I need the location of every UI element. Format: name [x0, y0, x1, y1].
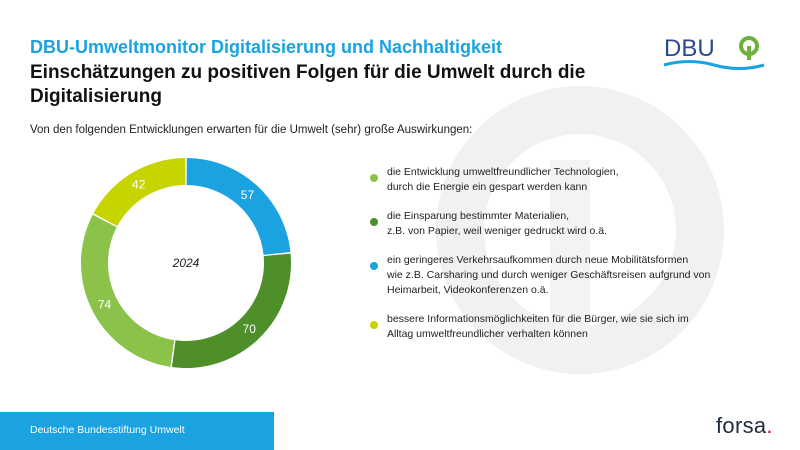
donut-value-label-0: 57 [241, 188, 255, 202]
dbu-logo: DBU [662, 30, 774, 74]
legend-dot-icon [370, 218, 378, 226]
header-supertitle: DBU-Umweltmonitor Digitalisierung und Na… [30, 37, 503, 57]
donut-chart: 57 70 74 42 2024 [80, 158, 291, 368]
donut-slice-1 [171, 253, 291, 368]
chart-subtitle: Von den folgenden Entwicklungen erwarten… [30, 124, 473, 136]
legend-label: bessere Informationsmöglichkeiten für di… [387, 313, 689, 340]
page-title: Einschätzungen zu positiven Folgen für d… [30, 62, 586, 107]
footer-bar [0, 412, 274, 450]
forsa-logo-dot: . [766, 413, 773, 438]
dbu-logo-text: DBU [664, 35, 715, 62]
legend-label: die Entwicklung umweltfreundlicher Techn… [387, 166, 619, 193]
donut-value-label-3: 42 [132, 178, 146, 192]
legend-item: bessere Informationsmöglichkeiten für di… [370, 312, 770, 342]
legend-label: ein geringeres Verkehrsaufkommen durch n… [387, 254, 711, 296]
legend-label: die Einsparung bestimmter Materialien, z… [387, 210, 608, 237]
legend-dot-icon [370, 262, 378, 270]
donut-slice-0 [186, 158, 291, 255]
dbu-logo-icon: DBU [663, 35, 765, 70]
footer-organization: Deutsche Bundesstiftung Umwelt [30, 424, 185, 436]
legend-dot-icon [370, 321, 378, 329]
legend-dot-icon [370, 174, 378, 182]
forsa-logo: forsa. [716, 413, 773, 439]
legend-item: die Einsparung bestimmter Materialien, z… [370, 209, 770, 239]
watermark-logo-icon [436, 86, 724, 374]
donut-value-label-1: 70 [243, 322, 257, 336]
donut-slice-3 [93, 158, 186, 227]
forsa-logo-text: forsa [716, 413, 767, 438]
legend-item: die Entwicklung umweltfreundlicher Techn… [370, 165, 770, 195]
legend-item: ein geringeres Verkehrsaufkommen durch n… [370, 253, 770, 298]
chart-legend: die Entwicklung umweltfreundlicher Techn… [370, 165, 770, 356]
donut-center-label: 2024 [172, 256, 200, 270]
donut-slice-2 [80, 214, 175, 367]
donut-value-label-2: 74 [98, 298, 112, 312]
